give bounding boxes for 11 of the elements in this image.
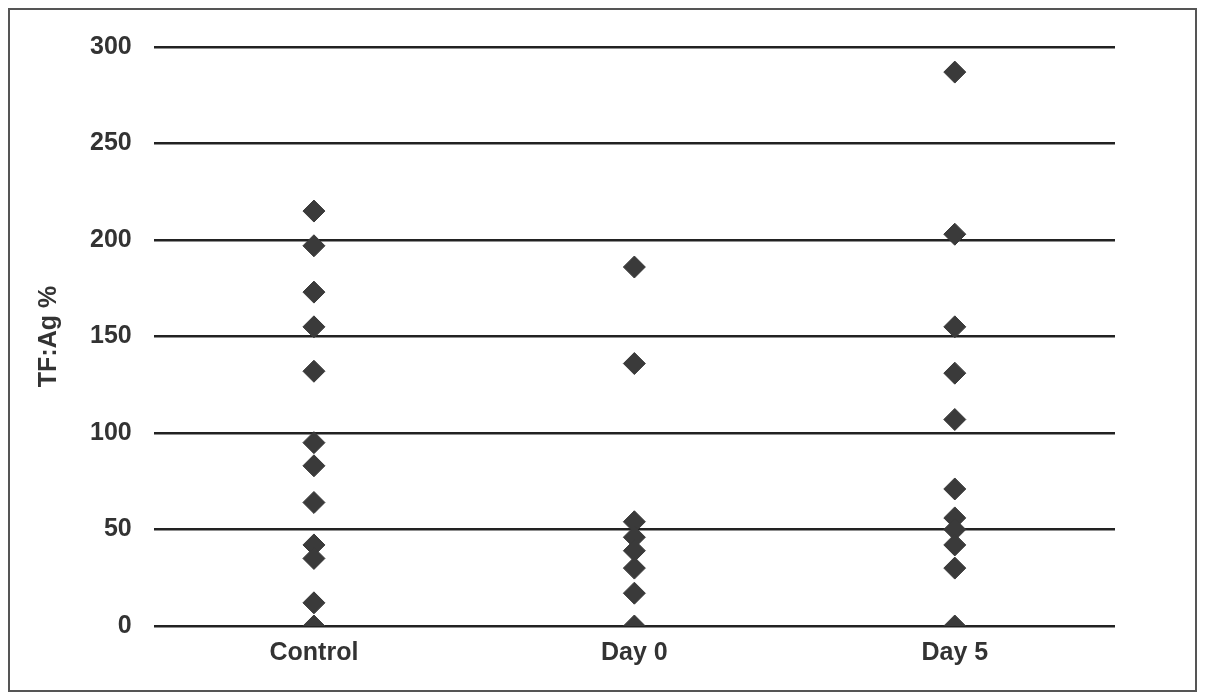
y-axis-title: TF:Ag % <box>32 285 61 388</box>
y-tick-label: 300 <box>89 30 132 59</box>
y-tick-label: 100 <box>89 416 132 445</box>
x-tick-label: Day 5 <box>921 636 989 665</box>
y-tick-label: 0 <box>117 609 132 638</box>
y-tick-label: 50 <box>103 513 132 542</box>
x-tick-label: Day 0 <box>601 636 668 665</box>
y-tick-label: 250 <box>89 127 132 156</box>
y-tick-label: 150 <box>89 320 132 349</box>
y-tick-label: 200 <box>89 223 132 252</box>
x-tick-label: Control <box>269 636 359 665</box>
